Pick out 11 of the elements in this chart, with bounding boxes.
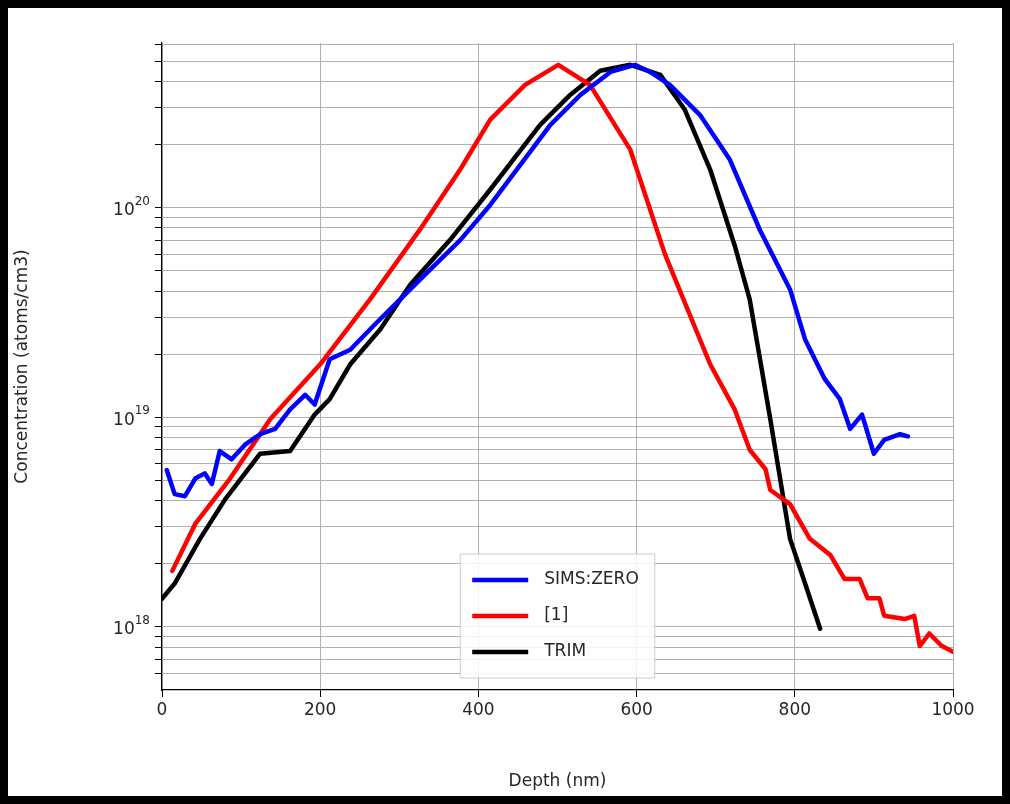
x-tick-label: 200 — [303, 698, 337, 719]
x-tick-label: 800 — [778, 698, 812, 719]
x-axis-title: Depth (nm) — [508, 770, 607, 791]
x-tick-label: 400 — [462, 698, 495, 719]
legend-label: [1] — [544, 604, 569, 625]
legend-label: TRIM — [543, 640, 587, 661]
x-tick-label: 0 — [156, 698, 168, 719]
x-tick-label: 600 — [620, 698, 653, 719]
legend-label: SIMS:ZERO — [544, 568, 639, 589]
x-tick-label: 1000 — [931, 698, 975, 719]
y-axis-title: Concentration (atoms/cm3) — [10, 249, 31, 484]
